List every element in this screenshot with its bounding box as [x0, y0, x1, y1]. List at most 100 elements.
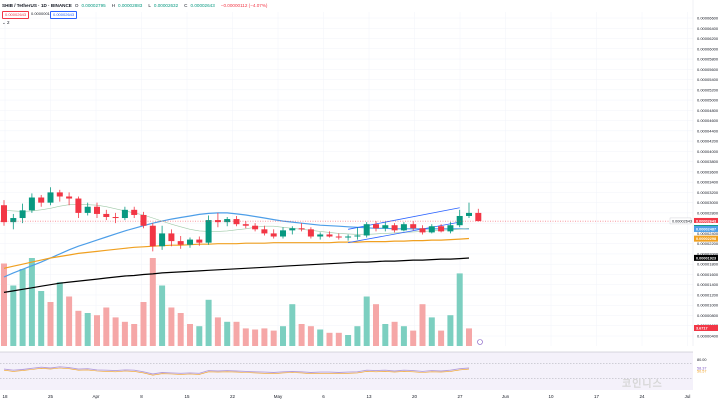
price-label-bg	[694, 217, 718, 224]
price-tick-label: 0.00004600	[697, 118, 719, 123]
price-tick-label: 0.00005400	[697, 77, 719, 82]
volume-bar	[10, 285, 17, 346]
spread-label: 0.0000001	[31, 11, 50, 16]
candle-body	[66, 196, 73, 199]
candle-body	[456, 215, 463, 226]
chevron-down-icon: ⌄	[2, 20, 6, 25]
volume-bar	[447, 315, 454, 346]
volume-bar	[177, 313, 184, 346]
candle-body	[317, 234, 324, 237]
candle-body	[270, 233, 277, 237]
price-tick-label: 0.00002200	[697, 241, 719, 246]
price-label-text: 0.00001923	[696, 256, 716, 260]
rsi-panel	[0, 351, 693, 390]
candle-body	[335, 236, 342, 238]
price-label-bg	[694, 225, 718, 232]
volume-bar	[280, 326, 286, 346]
volume-bar	[131, 324, 138, 346]
moving-average-line	[3, 257, 470, 293]
volume-bar	[345, 335, 352, 346]
volume-bar	[38, 291, 45, 346]
volume-bar	[307, 326, 314, 346]
candle-body	[242, 224, 249, 226]
volume-bar	[382, 324, 389, 346]
price-tick-label: 0.00005600	[697, 67, 719, 72]
volume-bar	[66, 296, 73, 346]
volume-bar	[47, 302, 54, 346]
volume-bar	[289, 304, 296, 346]
price-tick-label: 0.00004800	[697, 108, 719, 113]
buy-price-pill[interactable]: 0.00002643	[50, 11, 78, 19]
watermark-logo: 코인니스	[622, 379, 663, 390]
volume-bar	[335, 332, 342, 346]
volume-bar	[363, 296, 370, 346]
time-tick-label: 6	[322, 394, 325, 399]
time-tick-label: 22	[230, 394, 236, 399]
candle-body	[400, 224, 407, 231]
price-label-text: 0.00002298	[696, 237, 716, 241]
candle-body	[233, 219, 240, 225]
candle-body	[28, 197, 35, 211]
moving-average-line	[3, 212, 469, 278]
sell-price-pill[interactable]: 0.00002643	[2, 11, 30, 19]
time-tick-label: Jul	[685, 394, 691, 399]
ohlc-high: H 0.00002883	[111, 3, 143, 8]
price-tick-label: 0.00006600	[697, 16, 719, 21]
price-label-text: 0.00002643	[696, 219, 716, 223]
price-tick-label: 0.00005000	[697, 98, 719, 103]
volume-bar	[224, 321, 231, 346]
candle-body	[47, 192, 54, 203]
chart-grid	[0, 12, 693, 346]
price-tick-label: 0.00005200	[697, 87, 719, 92]
price-tick-label: 0.00004400	[697, 128, 719, 133]
volume-bar	[19, 269, 26, 346]
price-tick-label: 0.00000800	[697, 313, 719, 318]
time-tick-label: Jun	[502, 394, 510, 399]
collapse-indicators-toggle[interactable]: ⌄ 2	[2, 20, 10, 25]
price-tick-label: 0.00003200	[697, 190, 719, 195]
candle-body	[224, 219, 231, 223]
candle-body	[428, 226, 435, 233]
candle-body	[84, 206, 91, 213]
candle-body	[410, 224, 417, 229]
price-axis: 0.00006600 0.00006400 0.00006200 0.00006000…	[477, 0, 719, 373]
volume-bar	[75, 310, 82, 346]
price-tick-label: 0.00006400	[697, 26, 719, 31]
price-tick-label: 0.00001600	[697, 272, 719, 277]
volume-bar	[270, 330, 277, 346]
volume-bar	[428, 317, 435, 346]
candle-body	[103, 213, 110, 218]
volume-bar	[103, 307, 110, 346]
moving-average-line	[3, 237, 470, 269]
volume-bar	[28, 258, 35, 346]
time-tick-label: May	[274, 394, 283, 399]
rsi-line	[3, 366, 470, 375]
time-tick-label: 10	[548, 394, 554, 399]
ohlc-open: O 0.00002795	[74, 3, 106, 8]
candle-body	[140, 214, 147, 226]
price-tick-label: 0.00004000	[697, 149, 719, 154]
rsi-tick-label: 50.57	[697, 369, 707, 373]
price-tick-label: 0.00002000	[697, 251, 719, 256]
candle-body	[475, 212, 482, 222]
candle-body	[94, 206, 100, 214]
candle-body	[354, 235, 361, 237]
candle-body	[177, 241, 184, 245]
time-tick-label: 15	[184, 394, 190, 399]
price-label-text: 3.6717	[696, 327, 708, 331]
volume-bar	[196, 326, 203, 346]
volume-bar	[1, 263, 7, 346]
price-label-text: 0.00002487	[696, 227, 716, 231]
candle-body	[196, 239, 203, 243]
candle-body	[326, 234, 333, 237]
time-tick-label: 18	[2, 394, 8, 399]
volume-bar	[159, 285, 166, 346]
volume-bar	[298, 324, 305, 346]
candle-body	[205, 220, 212, 243]
volume-bar	[456, 273, 463, 346]
symbol-label[interactable]: SHIB / TetherUS · 1D · BINANCE	[2, 3, 72, 8]
price-tick-label: 0.00006200	[697, 36, 719, 41]
volume-bars	[1, 258, 472, 346]
price-label-bg	[694, 325, 718, 331]
